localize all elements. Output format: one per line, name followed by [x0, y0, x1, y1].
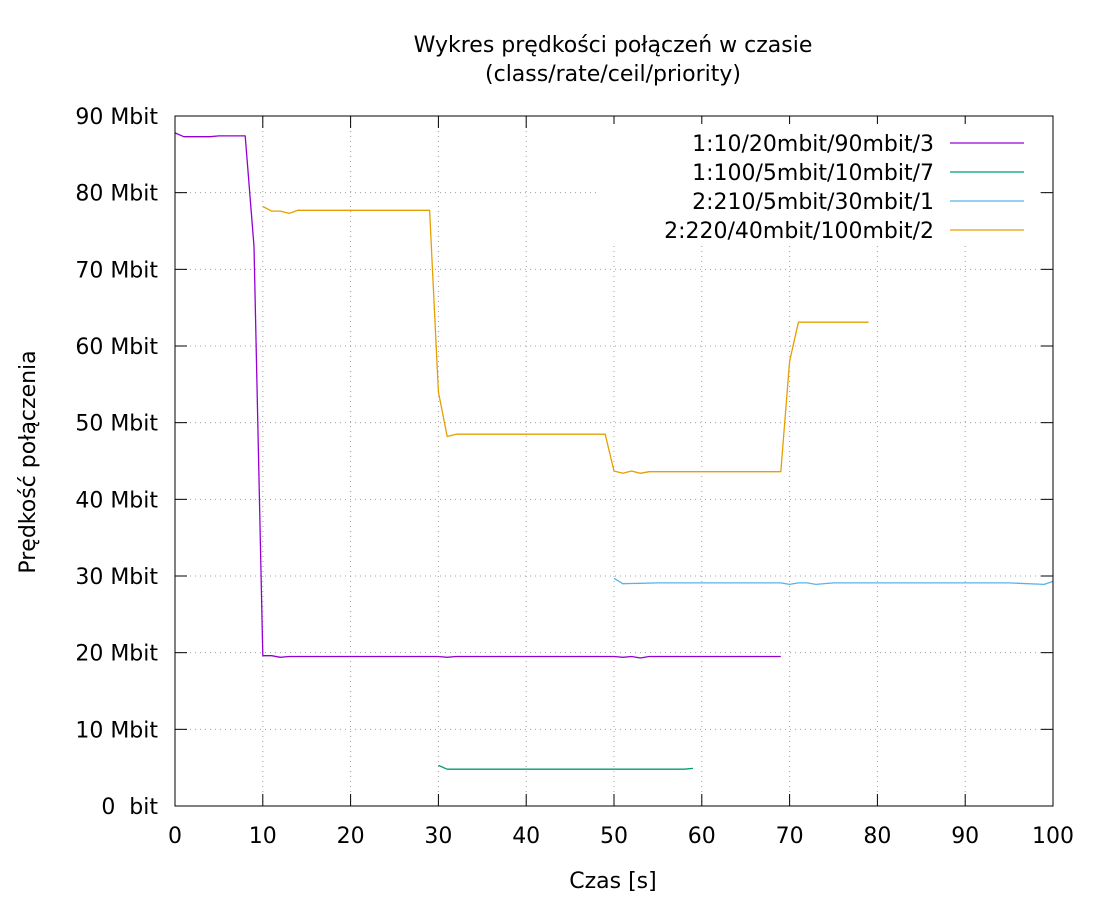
chart-title: Wykres prędkości połączeń w czasie	[414, 33, 813, 58]
legend: 1:10/20mbit/90mbit/3 1:100/5mbit/10mbit/7…	[600, 124, 1040, 244]
axis-ticks	[174, 115, 1054, 807]
x-tick-label: 60	[688, 824, 716, 849]
x-tick-label: 100	[1032, 824, 1074, 849]
y-tick-label: 50 Mbit	[75, 412, 158, 437]
y-axis-tick-labels: 0 bit 10 Mbit 20 Mbit 30 Mbit 40 Mbit 50 Mbit…	[75, 105, 158, 820]
legend-label: 1:10/20mbit/90mbit/3	[692, 132, 934, 157]
x-tick-label: 20	[337, 824, 365, 849]
series-line	[613, 577, 1054, 586]
x-tick-label: 50	[600, 824, 628, 849]
y-axis-title: Prędkość połączenia	[16, 350, 41, 573]
y-tick-label: 10 Mbit	[75, 718, 158, 743]
chart-subtitle: (class/rate/ceil/priority)	[485, 62, 741, 87]
x-axis-title: Czas [s]	[569, 869, 656, 894]
y-tick-label: 40 Mbit	[75, 488, 158, 513]
y-tick-label: 60 Mbit	[75, 335, 158, 360]
y-tick-label: 80 Mbit	[75, 182, 158, 207]
x-tick-label: 90	[951, 824, 979, 849]
x-tick-label: 40	[512, 824, 540, 849]
x-tick-label: 10	[249, 824, 277, 849]
series-line	[174, 132, 781, 659]
y-tick-label: 90 Mbit	[75, 105, 158, 130]
x-tick-label: 0	[168, 824, 182, 849]
x-tick-label: 80	[863, 824, 891, 849]
legend-label: 2:210/5mbit/30mbit/1	[692, 190, 934, 215]
legend-background	[600, 124, 1040, 244]
x-tick-label: 30	[424, 824, 452, 849]
legend-label: 1:100/5mbit/10mbit/7	[692, 161, 934, 186]
x-axis-tick-labels: 0 10 20 30 40 50 60 70 80 90 100	[168, 824, 1074, 849]
y-tick-label: 20 Mbit	[75, 642, 158, 667]
y-tick-label: 30 Mbit	[75, 565, 158, 590]
series-lines	[174, 132, 1054, 770]
x-tick-label: 70	[776, 824, 804, 849]
legend-label: 2:220/40mbit/100mbit/2	[664, 219, 934, 244]
series-line	[438, 764, 694, 770]
y-tick-label: 70 Mbit	[75, 258, 158, 283]
y-tick-label: 0 bit	[101, 795, 158, 820]
series-line	[262, 205, 869, 474]
